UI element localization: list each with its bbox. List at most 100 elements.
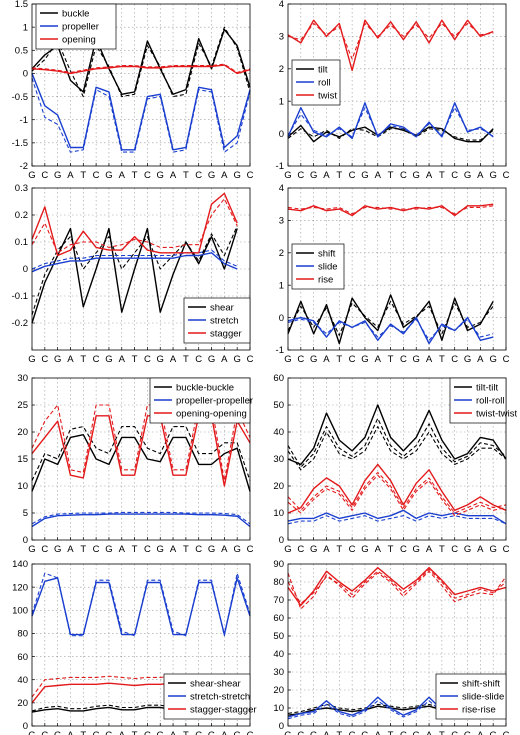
y-tick-label: 4 [279,183,284,194]
x-tick-label: T [439,544,445,555]
series-line-dashed-3 [31,77,251,153]
x-tick-label: A [323,730,330,735]
x-tick-label: C [503,354,510,365]
legend: tilt-tilt roll-roll twist-twist [449,377,518,424]
legend-label: rise-rise [462,704,496,715]
y-tick-label: -1 [276,345,284,356]
x-tick-label: A [426,170,433,181]
x-tick-label: A [67,354,74,365]
y-tick-label: -0.5 [12,92,28,103]
x-tick-label: G [157,170,164,181]
x-tick-label: A [426,730,433,735]
x-tick-label: G [361,730,368,735]
y-tick-label: -0.2 [12,318,28,329]
series-line-opening-opening [31,415,251,487]
x-tick-label: G [284,170,291,181]
series-line-roll [287,102,494,140]
x-tick-label: C [93,170,100,181]
x-tick-label: G [28,170,35,181]
x-tick-label: T [439,170,445,181]
y-tick-label: 40 [273,649,284,660]
x-tick-label: T [388,730,394,735]
x-tick-label: C [451,730,458,735]
x-tick-label: G [208,730,215,735]
chart-panel-7: GCGATCGATCGATCGAGC020406080100120140shea… [12,559,256,735]
legend: buckle-buckle propeller-propeller opening-… [149,377,253,424]
y-tick-label: 0.3 [15,183,28,194]
y-tick-label: 20 [17,698,28,709]
series-line-dashed-3 [31,572,251,637]
x-tick-label: A [323,544,330,555]
x-tick-label: G [105,544,112,555]
axes-frame [31,187,251,351]
x-tick-label: C [144,170,151,181]
x-tick-label: A [221,544,228,555]
x-tick-label: A [119,544,126,555]
legend: buckle propeller opening [35,3,117,50]
x-tick-label: A [477,354,484,365]
x-tick-label: G [413,170,420,181]
chart-panel-6: G C G A T C G A T C G A T C G A G C0102030405060tilt-tilt… [273,373,517,555]
y-tick-label: -1.5 [12,138,28,149]
legend-label: rise [318,274,333,285]
x-tick-label: G [208,544,215,555]
x-tick-label: G [284,354,291,365]
chart-panel-3: G C G A T C G A T C G A T C G A G C-0.2-0.100.10.20.3shea… [12,183,254,365]
x-tick-label: A [119,730,126,735]
legend-label: stretch [210,315,239,326]
y-tick-label: 30 [273,667,284,678]
x-tick-label: G [464,730,471,735]
series-line-twist [287,19,494,72]
x-tick-label: T [183,730,189,735]
chart-panel-8: GCGATCGATCGATCGAGC0102030405060708090shi… [273,559,509,735]
x-tick-label: T [336,544,342,555]
legend-label: opening-opening [176,408,247,419]
y-tick-label: 3 [279,32,284,43]
series-line-dashed-4 [287,515,507,525]
y-tick-label: 80 [273,577,284,588]
x-tick-label: C [247,544,254,555]
legend: shear-shear stretch-stretch stagger-stagge… [163,673,257,720]
legend-label: roll [318,77,331,88]
y-tick-label: 0.1 [15,237,28,248]
y-tick-label: 15 [17,454,28,465]
y-tick-label: 0 [23,535,28,546]
y-tick-label: 1.5 [15,0,28,10]
x-tick-label: A [375,354,382,365]
y-tick-label: 20 [273,481,284,492]
series-line-rise-rise [287,566,507,607]
y-tick-label: 0 [23,264,28,275]
series-line-dashed-3 [287,107,494,138]
legend-label: opening [62,34,96,45]
x-tick-label: C [349,354,356,365]
x-tick-label: G [489,170,496,181]
x-tick-label: A [67,170,74,181]
x-tick-label: A [375,730,382,735]
x-tick-label: G [361,354,368,365]
x-tick-label: T [80,354,86,365]
y-tick-label: 100 [12,605,28,616]
y-tick-label: 50 [273,631,284,642]
legend-label: stretch-stretch [190,691,250,702]
x-tick-label: C [93,354,100,365]
axes-frame [287,187,507,351]
x-tick-label: A [477,730,484,735]
x-tick-label: T [183,354,189,365]
legend-label: twist [318,90,337,101]
x-tick-label: G [413,730,420,735]
legend-label: tilt [318,64,328,75]
axes-frame [31,3,251,167]
x-tick-label: C [349,170,356,181]
legend-label: shear-shear [190,678,241,689]
series-line-stretch [31,252,238,273]
series-line-dashed-1 [287,300,494,336]
y-tick-label: 0.2 [15,210,28,221]
x-tick-label: C [297,730,304,735]
y-tick-label: 40 [273,427,284,438]
y-tick-label: 60 [273,373,284,384]
x-tick-label: G [284,730,291,735]
legend: tilt roll twist [291,59,341,106]
x-tick-label: C [41,544,48,555]
legend-label: slide-slide [462,691,504,702]
